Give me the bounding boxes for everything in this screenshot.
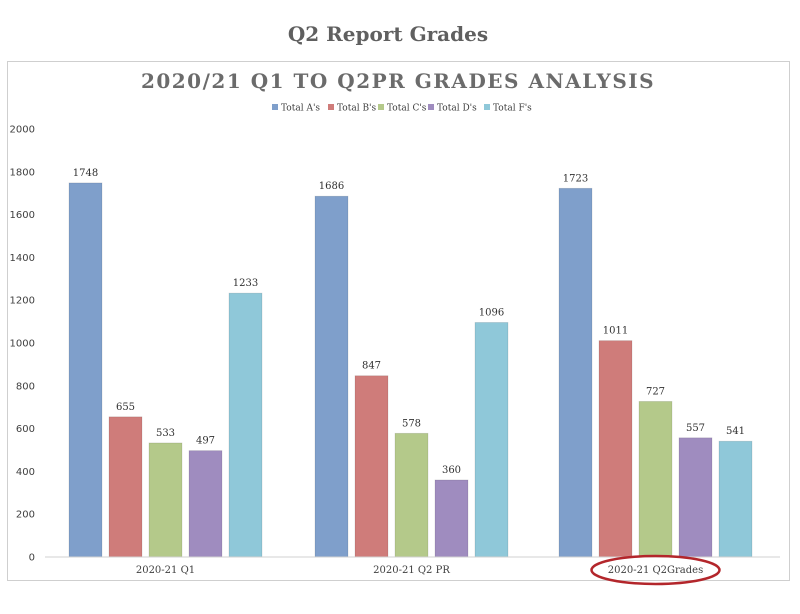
legend-swatch	[272, 104, 278, 110]
legend-label: Total B's	[337, 104, 377, 114]
data-label: 727	[646, 386, 665, 397]
data-label: 847	[362, 361, 381, 372]
y-tick-label: 600	[16, 424, 35, 435]
y-tick-label: 200	[16, 510, 35, 521]
y-tick-label: 1800	[10, 167, 35, 178]
data-label: 541	[726, 426, 745, 437]
bar	[474, 322, 509, 558]
legend-swatch	[484, 104, 490, 110]
bar	[638, 401, 673, 558]
bar	[354, 375, 389, 558]
legend-label: Total D's	[437, 104, 477, 114]
data-label: 655	[116, 402, 135, 413]
data-label: 1233	[233, 278, 258, 289]
y-tick-label: 1000	[10, 339, 35, 350]
data-label: 1011	[603, 326, 628, 337]
y-tick-label: 1400	[10, 253, 35, 264]
y-tick-label: 800	[16, 381, 35, 392]
bar	[108, 416, 143, 558]
chart-title: 2020/21 Q1 TO Q2PR GRADES ANALYSIS	[141, 69, 655, 93]
bar	[228, 292, 263, 558]
x-category-label: 2020-21 Q1	[136, 565, 195, 576]
data-label: 497	[196, 436, 215, 447]
y-tick-label: 1600	[10, 210, 35, 221]
page-title: Q2 Report Grades	[287, 22, 489, 46]
y-tick-label: 2000	[10, 125, 35, 136]
legend-swatch	[328, 104, 334, 110]
y-tick-label: 0	[29, 553, 35, 564]
bar	[148, 442, 183, 558]
highlight-ellipse	[590, 554, 721, 586]
legend-label: Total A's	[281, 104, 320, 114]
x-axis: 2020-21 Q1 2020-21 Q2 PR 2020-21 Q2Grades	[45, 554, 780, 586]
x-category-label: 2020-21 Q2 PR	[373, 565, 450, 576]
data-label: 360	[442, 465, 461, 476]
data-label: 1723	[563, 173, 588, 184]
data-label: 1686	[319, 181, 344, 192]
bar	[188, 450, 223, 558]
y-axis: 0 200 400 600 800 1000 1200 1400 1600 1800 2000	[10, 125, 35, 564]
bar	[68, 182, 103, 558]
bar	[434, 479, 469, 558]
bar	[394, 432, 429, 558]
data-label: 533	[156, 428, 175, 439]
y-tick-label: 400	[16, 467, 35, 478]
data-label: 557	[686, 423, 705, 434]
bar	[718, 440, 753, 558]
bar	[678, 437, 713, 558]
data-label: 1096	[479, 307, 504, 318]
legend-swatch	[378, 104, 384, 110]
legend-label: Total C's	[387, 104, 427, 114]
data-label: 578	[402, 418, 421, 429]
y-tick-label: 1200	[10, 296, 35, 307]
bar	[598, 340, 633, 558]
bar	[314, 195, 349, 558]
data-label: 1748	[73, 168, 98, 179]
legend-swatch	[428, 104, 434, 110]
bar	[558, 187, 593, 558]
legend: Total A's Total B's Total C's Total D's Tota…	[272, 104, 532, 114]
x-category-label: 2020-21 Q2Grades	[608, 565, 703, 576]
bars: 1748 655 533 497 1233 1686 847 578 360 1096 1723 10…	[68, 168, 753, 558]
legend-label: Total F's	[493, 104, 532, 114]
